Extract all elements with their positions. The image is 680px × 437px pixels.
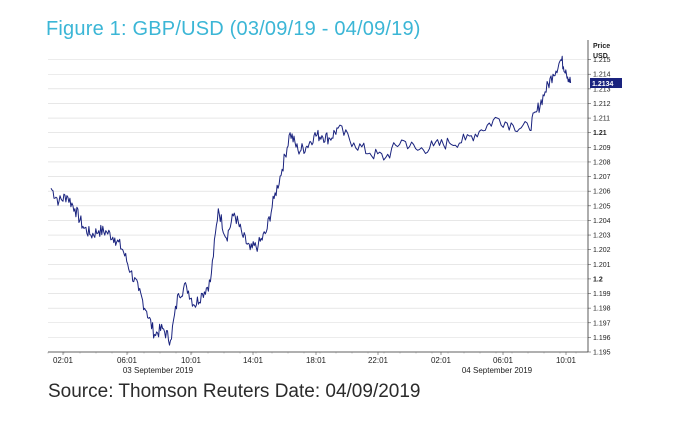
- y-tick-label: 1.198: [593, 306, 611, 313]
- y-tick-label: 1.199: [593, 291, 611, 298]
- y-tick-label: 1.209: [593, 145, 611, 152]
- y-tick-label: 1.197: [593, 320, 611, 327]
- source-caption: Source: Thomson Reuters Date: 04/09/2019: [48, 381, 421, 402]
- date-labels: 03 September 2019 04 September 2019: [123, 366, 533, 375]
- figure-title: Figure 1: GBP/USD (03/09/19 - 04/09/19): [46, 18, 421, 40]
- grid-lines: [48, 59, 588, 353]
- y-tick-label: 1.2: [593, 276, 603, 283]
- x-tick-label: 18:01: [306, 356, 327, 365]
- x-tick-labels: 02:01 06:01 10:01 14:01 18:01 22:01 02:01 06:01…: [53, 356, 577, 365]
- y-tick-label: 1.203: [593, 233, 611, 240]
- x-tick-label: 10:01: [556, 356, 577, 365]
- x-tick-label: 02:01: [431, 356, 452, 365]
- x-tick-label: 14:01: [243, 356, 264, 365]
- last-price-label: 1.2134: [592, 81, 614, 88]
- x-tick-label: 06:01: [117, 356, 138, 365]
- y-axis-label: Price: [593, 43, 610, 50]
- y-tick-label: 1.21: [593, 130, 607, 137]
- y-tick-label: 1.214: [593, 72, 611, 79]
- x-tick-label: 22:01: [368, 356, 389, 365]
- x-tick-label: 06:01: [493, 356, 514, 365]
- y-tick-label: 1.206: [593, 189, 611, 196]
- y-tick-label: 1.211: [593, 116, 610, 123]
- y-tick-label: 1.204: [593, 218, 611, 225]
- y-axis-unit: USD: [593, 53, 608, 60]
- date-label: 04 September 2019: [462, 366, 533, 375]
- y-tick-label: 1.212: [593, 101, 611, 108]
- y-tick-label: 1.196: [593, 335, 611, 342]
- y-tick-label: 1.215: [593, 57, 611, 64]
- x-tick-label: 10:01: [181, 356, 202, 365]
- x-tick-label: 02:01: [53, 356, 74, 365]
- y-tick-label: 1.208: [593, 159, 611, 166]
- y-tick-label: 1.201: [593, 262, 611, 269]
- axes: [47, 40, 591, 355]
- date-label: 03 September 2019: [123, 366, 194, 375]
- y-tick-label: 1.202: [593, 247, 611, 254]
- y-tick-label: 1.207: [593, 174, 611, 181]
- y-tick-label: 1.195: [593, 350, 611, 357]
- y-tick-labels: 1.215 1.214 1.213 1.212 1.211 1.21 1.209 1.208 1…: [593, 57, 611, 356]
- y-tick-label: 1.205: [593, 203, 611, 210]
- last-price-badge: [590, 78, 622, 89]
- y-tick-label: 1.213: [593, 86, 611, 93]
- price-series-line: [50, 55, 572, 346]
- last-price-marker: 1.2134: [590, 78, 622, 89]
